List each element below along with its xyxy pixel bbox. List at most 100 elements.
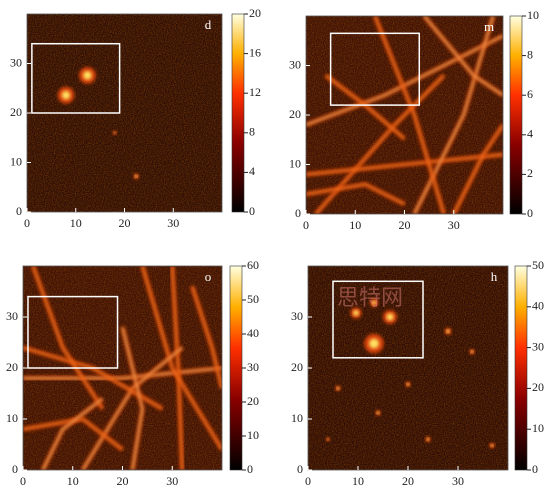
colorbar-tick-label: 20 (249, 6, 261, 20)
colorbar (231, 13, 245, 213)
colorbar-tick-label: 20 (247, 394, 259, 408)
filament-core (32, 266, 104, 410)
colorbar-tick-label: 8 (249, 125, 255, 139)
filament-core (453, 124, 503, 214)
filament-core (315, 74, 445, 214)
filament-core (121, 327, 144, 470)
filament-core (374, 16, 445, 214)
panel-label: d (205, 17, 212, 32)
colorbar-tick-label: 4 (527, 127, 533, 141)
colorbar-tick-label: 60 (247, 258, 259, 272)
x-tick-label: 30 (166, 474, 178, 488)
y-tick-label: 20 (289, 107, 301, 121)
x-tick-label: 0 (303, 218, 309, 232)
colorbar-tick-label: 0 (532, 462, 538, 476)
spot-core (369, 338, 379, 349)
spot-core (446, 329, 450, 334)
filament-core (413, 16, 494, 214)
y-tick-label: 10 (291, 411, 303, 425)
y-tick-label: 0 (295, 206, 301, 220)
spot-core (470, 350, 474, 354)
y-tick-label: 10 (289, 156, 301, 170)
colorbar-tick-label: 12 (249, 85, 261, 99)
filament-core (423, 16, 503, 96)
panel: d 0 10 20 30 0 10 20 30 0 4 8 12 16 20 (10, 6, 261, 230)
heatmap-image (27, 14, 222, 212)
colorbar-tick-label: 30 (247, 360, 259, 374)
filament-core (141, 266, 222, 451)
spot-core (371, 300, 377, 305)
filament-core (306, 153, 503, 176)
panel: m 0 10 20 30 0 10 20 30 0 2 4 6 8 10 (289, 8, 539, 232)
colorbar-tick-label: 10 (247, 428, 259, 442)
x-tick-label: 30 (167, 216, 179, 230)
spot-core (353, 310, 359, 316)
spot-core (134, 174, 138, 178)
panel: o 0 10 20 30 0 10 20 30 0 10 20 30 40 50 60 (6, 258, 259, 488)
watermark: 思特网 (337, 285, 403, 310)
y-tick-label: 20 (6, 360, 18, 374)
x-tick-label: 20 (402, 474, 414, 488)
colorbar-tick-label: 50 (532, 258, 544, 272)
spot-core (426, 438, 430, 441)
filament-core (42, 397, 104, 470)
colorbar-tick-label: 30 (532, 339, 544, 353)
panel-label: m (484, 19, 494, 34)
filament-core (82, 346, 183, 470)
colorbar-tick-label: 40 (247, 326, 259, 340)
spot-core (386, 313, 394, 321)
heatmap-image (308, 266, 508, 470)
spot-core (406, 382, 410, 386)
spot-core (490, 444, 494, 447)
y-tick-label: 0 (16, 204, 22, 218)
x-tick-label: 30 (452, 474, 464, 488)
y-tick-label: 20 (291, 360, 303, 374)
colorbar-tick-label: 6 (527, 87, 533, 101)
y-tick-label: 0 (12, 462, 18, 476)
panel: h 0 10 20 30 0 10 20 30 0 10 20 30 40 50 (291, 258, 544, 488)
spot-core (376, 411, 380, 415)
spot-core (326, 438, 330, 441)
colorbar-tick-label: 20 (532, 380, 544, 394)
image-noise (308, 266, 508, 470)
x-tick-label: 10 (352, 474, 364, 488)
y-tick-label: 30 (289, 57, 301, 71)
highlight-box (332, 280, 424, 359)
colorbar-tick-label: 4 (249, 164, 255, 178)
colorbar-tick-label: 8 (527, 47, 533, 61)
colorbar-tick-label: 0 (247, 462, 253, 476)
y-tick-label: 30 (291, 309, 303, 323)
colorbar-tick-label: 50 (247, 292, 259, 306)
x-tick-label: 30 (448, 218, 460, 232)
colorbar (509, 15, 523, 215)
highlight-box (27, 295, 119, 369)
x-tick-label: 10 (67, 474, 79, 488)
x-tick-label: 20 (399, 218, 411, 232)
colorbar-tick-label: 10 (527, 8, 539, 22)
colorbar-tick-label: 0 (249, 204, 255, 218)
y-tick-label: 30 (10, 55, 22, 69)
filament-core (306, 183, 405, 205)
y-tick-label: 0 (297, 462, 303, 476)
x-tick-label: 0 (20, 474, 26, 488)
y-tick-label: 20 (10, 105, 22, 119)
filament-core (306, 35, 503, 126)
colorbar-tick-label: 2 (527, 166, 533, 180)
x-tick-label: 10 (70, 216, 82, 230)
y-tick-label: 30 (6, 309, 18, 323)
spot-core (61, 90, 71, 100)
x-tick-label: 10 (349, 218, 361, 232)
colorbar (229, 265, 243, 471)
x-tick-label: 20 (117, 474, 129, 488)
x-tick-label: 0 (305, 474, 311, 488)
spot-core (336, 387, 340, 390)
colorbar-tick-label: 40 (532, 299, 544, 313)
colorbar-tick-label: 10 (532, 421, 544, 435)
y-tick-label: 10 (10, 154, 22, 168)
x-tick-label: 0 (24, 216, 30, 230)
filament-core (23, 367, 222, 380)
spot-core (113, 131, 116, 134)
panel-label: h (491, 269, 498, 284)
highlight-box (329, 32, 421, 106)
